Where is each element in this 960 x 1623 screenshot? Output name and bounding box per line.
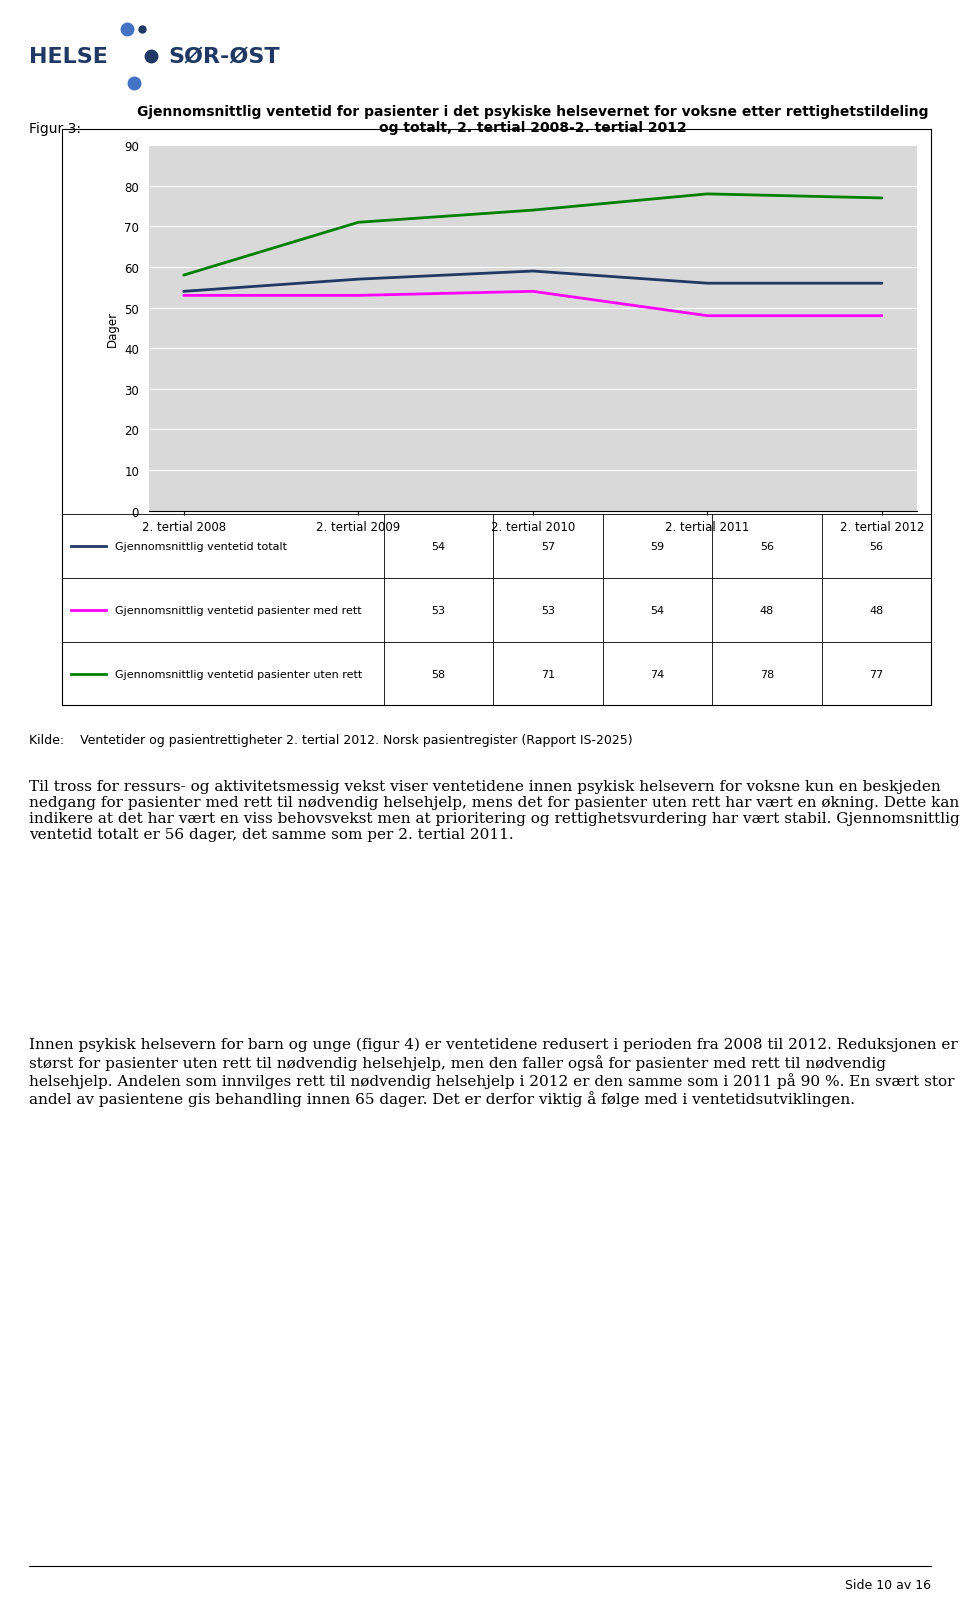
Text: 48: 48 bbox=[760, 605, 774, 615]
Text: 56: 56 bbox=[870, 542, 883, 552]
Text: Gjennomsnittlig ventetid pasienter med rett: Gjennomsnittlig ventetid pasienter med r… bbox=[114, 605, 361, 615]
Text: Innen psykisk helsevern for barn og unge (figur 4) er ventetidene redusert i per: Innen psykisk helsevern for barn og unge… bbox=[29, 1037, 957, 1107]
Text: Gjennomsnittlig ventetid totalt: Gjennomsnittlig ventetid totalt bbox=[114, 542, 286, 552]
Text: 48: 48 bbox=[870, 605, 883, 615]
Text: HELSE: HELSE bbox=[29, 47, 108, 67]
Text: Gjennomsnittlig ventetid pasienter uten rett: Gjennomsnittlig ventetid pasienter uten … bbox=[114, 669, 362, 678]
Text: 54: 54 bbox=[651, 605, 664, 615]
Text: 78: 78 bbox=[760, 669, 774, 678]
Text: SØR-ØST: SØR-ØST bbox=[168, 47, 279, 67]
Text: 74: 74 bbox=[651, 669, 664, 678]
Y-axis label: Dager: Dager bbox=[106, 310, 119, 347]
Text: Kilde:    Ventetider og pasientrettigheter 2. tertial 2012. Norsk pasientregiste: Kilde: Ventetider og pasientrettigheter … bbox=[29, 734, 633, 747]
Text: 59: 59 bbox=[651, 542, 664, 552]
Text: 77: 77 bbox=[870, 669, 883, 678]
Text: 54: 54 bbox=[432, 542, 445, 552]
Text: 57: 57 bbox=[541, 542, 555, 552]
Text: 53: 53 bbox=[541, 605, 555, 615]
Text: Figur 3:: Figur 3: bbox=[29, 122, 81, 136]
Text: Til tross for ressurs- og aktivitetsmessig vekst viser ventetidene innen psykisk: Til tross for ressurs- og aktivitetsmess… bbox=[29, 779, 960, 842]
Title: Gjennomsnittlig ventetid for pasienter i det psykiske helsevernet for voksne ett: Gjennomsnittlig ventetid for pasienter i… bbox=[137, 105, 928, 135]
Text: 56: 56 bbox=[760, 542, 774, 552]
Text: 71: 71 bbox=[541, 669, 555, 678]
Text: 58: 58 bbox=[432, 669, 445, 678]
Text: 53: 53 bbox=[432, 605, 445, 615]
Text: Side 10 av 16: Side 10 av 16 bbox=[845, 1578, 931, 1591]
